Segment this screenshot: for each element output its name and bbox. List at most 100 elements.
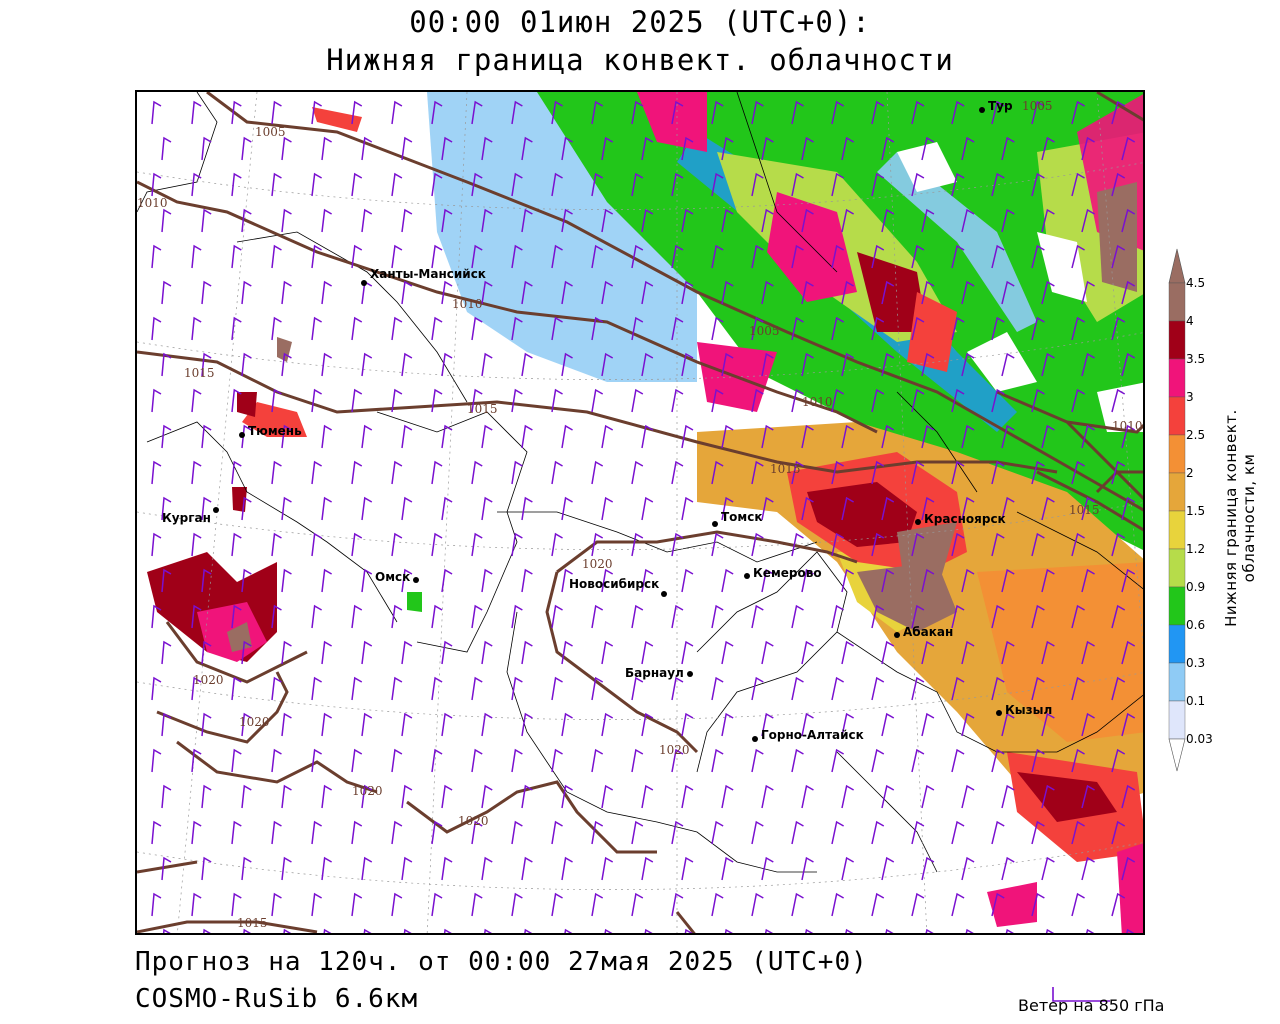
wind-barb — [1121, 640, 1136, 665]
city-kurgan[interactable]: Курган — [162, 507, 219, 525]
wind-barb — [831, 244, 844, 269]
city-abakan[interactable]: Абакан — [894, 625, 953, 639]
colorbar-tick-label: 2.5 — [1186, 428, 1206, 442]
wind-barb — [401, 352, 413, 377]
wind-barb — [401, 424, 413, 449]
svg-text:Новосибирск: Новосибирск — [569, 577, 659, 591]
wind-barb — [1041, 424, 1055, 449]
wind-barb — [721, 352, 734, 377]
wind-barb — [761, 856, 774, 881]
city-kemerovo[interactable]: Кемерово — [744, 566, 822, 580]
wind-barb — [965, 928, 974, 933]
wind-barb — [511, 244, 523, 269]
wind-barb — [641, 136, 654, 161]
wind-barb — [241, 496, 252, 521]
svg-text:Тюмень: Тюмень — [248, 424, 302, 438]
wind-barb — [351, 100, 363, 125]
colorbar-arrow-top — [1168, 248, 1186, 284]
wind-barb — [201, 352, 212, 377]
wind-barb — [511, 100, 523, 125]
wind-barb — [991, 244, 1005, 269]
wind-barb — [761, 712, 774, 737]
svg-text:Кызыл: Кызыл — [1005, 703, 1052, 717]
wind-barb — [311, 460, 322, 485]
wind-barb — [871, 388, 885, 413]
city-tura[interactable]: Тур — [979, 99, 1013, 113]
wind-barb — [471, 100, 483, 125]
wind-barb — [681, 568, 694, 593]
colorbar-swatch — [1168, 586, 1186, 626]
wind-barb — [441, 208, 453, 233]
wind-barb — [991, 388, 1005, 413]
city-barnaul[interactable]: Барнаул — [625, 666, 693, 680]
colorbar-swatch — [1168, 548, 1186, 588]
svg-text:Курган: Курган — [162, 511, 211, 525]
city-novosibirsk[interactable]: Новосибирск — [569, 577, 667, 597]
wind-barb — [151, 532, 162, 557]
wind-barb — [921, 856, 935, 881]
colorbar-swatch — [1168, 472, 1186, 512]
wind-barb — [431, 460, 443, 485]
wind-barb — [481, 712, 493, 737]
wind-barb — [151, 388, 162, 413]
colorbar-tick-label: 0.9 — [1186, 580, 1206, 594]
wind-barb — [1081, 208, 1095, 233]
wind-barb — [671, 388, 684, 413]
wind-barb — [561, 568, 573, 593]
wind-barb — [841, 784, 854, 809]
city-krasnoyarsk[interactable]: Красноярск — [915, 512, 1006, 526]
isobar-label: 1010 — [137, 196, 168, 210]
city-omsk[interactable]: Омск — [375, 570, 419, 584]
wind-barb — [831, 316, 844, 341]
wind-barb — [161, 424, 172, 449]
wind-barb — [1111, 604, 1126, 629]
wind-barb — [241, 712, 252, 737]
wind-barb — [311, 532, 322, 557]
wind-barb — [751, 748, 764, 773]
wind-barb — [751, 100, 764, 125]
wind-barb — [1031, 388, 1045, 413]
wind-barb — [1111, 172, 1126, 197]
wind-barb — [561, 352, 573, 377]
wind-barb — [831, 532, 844, 557]
wind-barb — [991, 316, 1005, 341]
wind-barb — [561, 280, 573, 305]
wind-barb — [311, 100, 322, 125]
wind-barb — [231, 244, 242, 269]
wind-barb — [1041, 496, 1055, 521]
colorbar-tick-label: 1.5 — [1186, 504, 1206, 518]
wind-barb — [311, 676, 322, 701]
map-title: 00:00 01июн 2025 (UTC+0): — [409, 5, 871, 39]
city-khanty-mansiysk[interactable]: Ханты-Мансийск — [361, 267, 486, 286]
wind-barb — [631, 676, 644, 701]
wind-barb — [671, 100, 684, 125]
wind-barb — [1041, 784, 1055, 809]
forecast-map[interactable]: 1005 1010 1010 1005 1010 1015 1015 1015 … — [135, 90, 1145, 935]
wind-barb — [751, 460, 764, 485]
wind-barb — [591, 172, 604, 197]
wind-barb — [271, 460, 282, 485]
wind-barb — [751, 388, 764, 413]
city-kyzyl[interactable]: Кызыл — [996, 703, 1052, 717]
admin-borders — [137, 92, 1143, 873]
colorbar-swatch — [1168, 662, 1186, 702]
wind-barb — [561, 208, 573, 233]
wind-barb — [481, 208, 493, 233]
wind-barb — [831, 820, 844, 845]
city-gorno-altaysk[interactable]: Горно-Алтайск — [752, 728, 864, 742]
wind-barb — [321, 640, 332, 665]
wind-barb — [441, 352, 453, 377]
wind-barb — [761, 496, 774, 521]
wind-barb — [631, 820, 644, 845]
wind-barb — [591, 532, 604, 557]
wind-barb — [281, 640, 292, 665]
wind-barb — [881, 712, 895, 737]
city-tomsk[interactable]: Томск — [712, 510, 763, 527]
wind-barb — [871, 820, 885, 845]
city-tyumen[interactable]: Тюмень — [239, 424, 302, 438]
colorbar-tick-label: 4 — [1186, 314, 1194, 328]
wind-barb — [361, 640, 373, 665]
isobar-label: 1015 — [1069, 503, 1100, 517]
wind-barb — [511, 820, 523, 845]
wind-barb — [671, 532, 684, 557]
